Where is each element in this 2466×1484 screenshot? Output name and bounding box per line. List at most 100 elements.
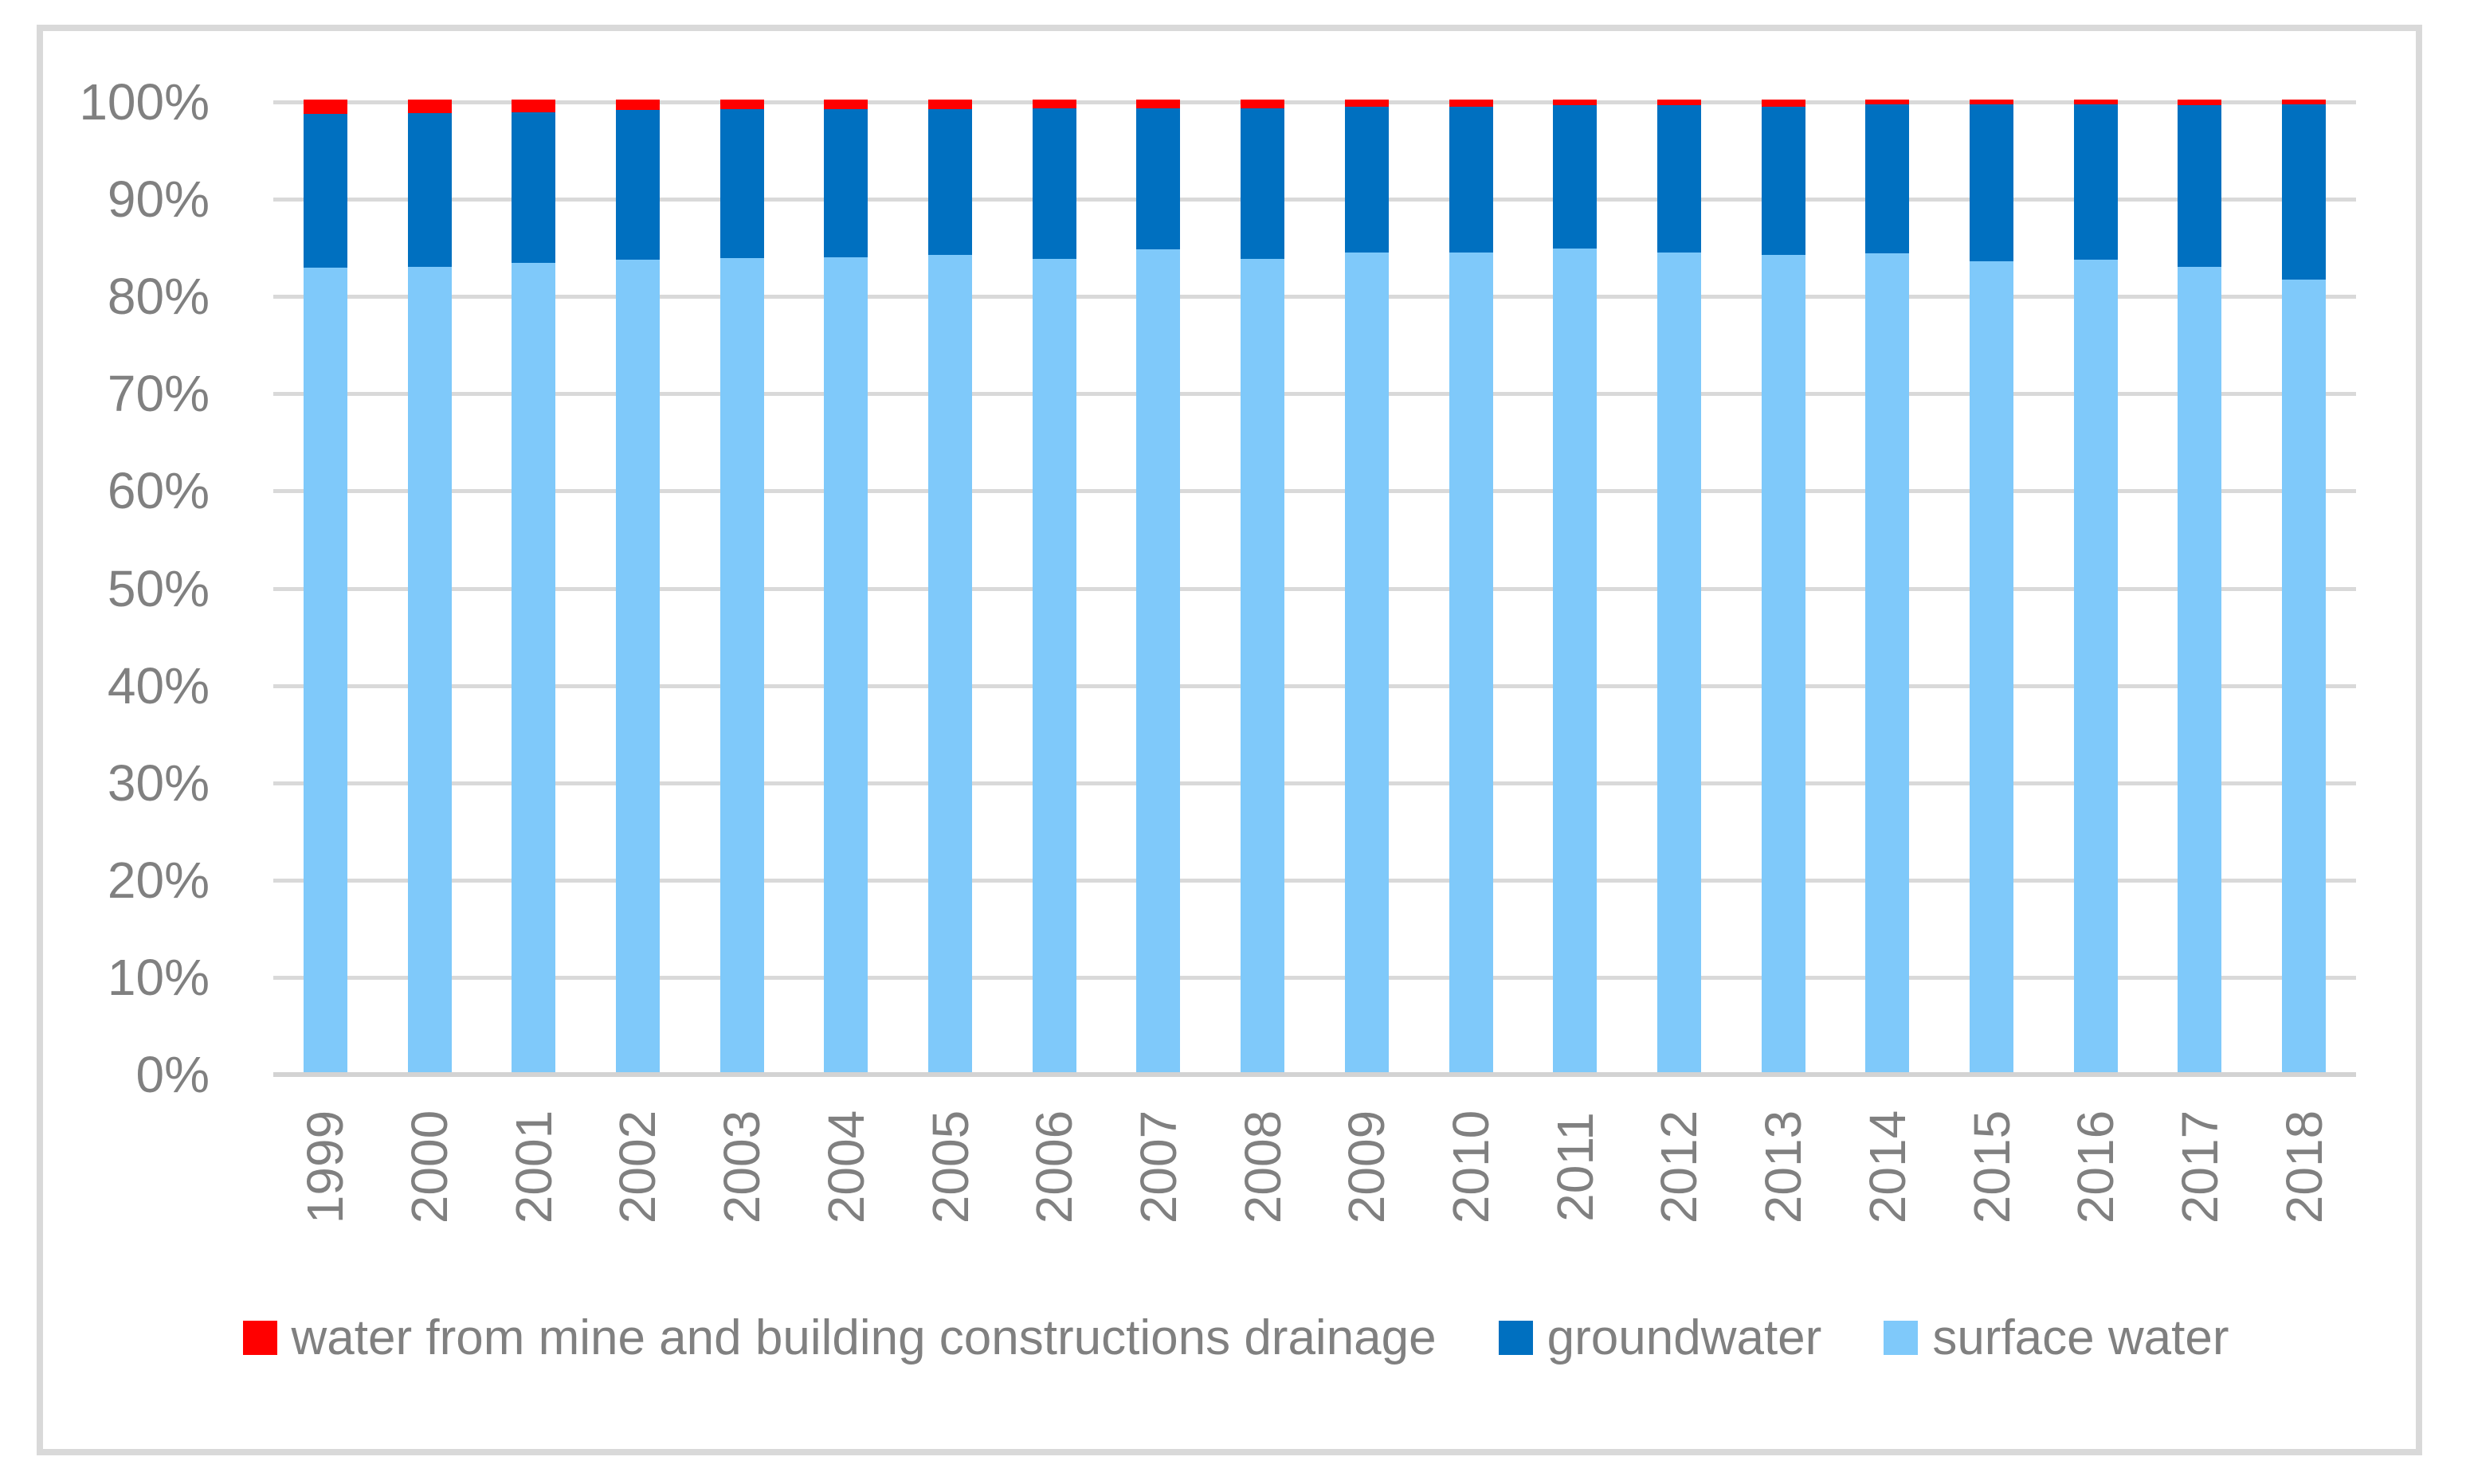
bar-2017	[2178, 100, 2222, 1072]
bar-segment-groundwater-2010	[1449, 106, 1493, 253]
bar-segment-water-from-2015	[1970, 100, 2014, 105]
bar-segment-groundwater-2018	[2282, 104, 2327, 280]
bar-segment-surface-water-2004	[824, 256, 868, 1072]
x-axis-label-text-1999: 1999	[296, 1110, 355, 1224]
bar-2000	[407, 100, 452, 1072]
y-axis-label-90pct: 90%	[107, 170, 210, 229]
x-axis-label-text-2008: 2008	[1233, 1110, 1292, 1224]
legend-item-groundwater: groundwater	[1498, 1310, 1822, 1366]
bar-2016	[2073, 100, 2118, 1072]
y-axis-label-40pct: 40%	[107, 656, 210, 715]
bar-2008	[1241, 100, 1285, 1072]
bar-segment-water-from-2001	[512, 100, 556, 112]
x-axis-label-text-2013: 2013	[1754, 1110, 1813, 1224]
bar-segment-surface-water-2013	[1761, 255, 1805, 1072]
bar-segment-water-from-2002	[615, 100, 660, 111]
bar-2002	[615, 100, 660, 1072]
gridline-40pct	[273, 683, 2356, 688]
bar-segment-groundwater-2016	[2073, 104, 2118, 260]
bar-segment-groundwater-2002	[615, 110, 660, 260]
bar-segment-water-from-2009	[1344, 100, 1389, 107]
gridline-90pct	[273, 198, 2356, 202]
x-axis-label-text-2017: 2017	[2170, 1110, 2229, 1224]
bar-segment-water-from-2007	[1136, 100, 1181, 108]
bar-segment-groundwater-2012	[1656, 105, 1701, 253]
bar-segment-water-from-2014	[1865, 100, 1910, 105]
gridline-70pct	[273, 392, 2356, 397]
bar-segment-groundwater-2008	[1241, 108, 1285, 260]
bar-2011	[1553, 100, 1598, 1072]
bar-2007	[1136, 100, 1181, 1072]
bar-2012	[1656, 100, 1701, 1072]
y-axis: 0% 10% 20% 30% 40% 50% 60% 70% 80% 90% 100%	[0, 0, 210, 1484]
bar-segment-groundwater-2009	[1344, 106, 1389, 253]
bar-segment-water-from-2018	[2282, 100, 2327, 105]
bar-segment-water-from-2004	[824, 100, 868, 110]
bar-segment-groundwater-2005	[928, 109, 973, 256]
bar-2010	[1449, 100, 1493, 1072]
bar-segment-surface-water-2010	[1449, 252, 1493, 1072]
y-axis-label-60pct: 60%	[107, 462, 210, 520]
plot-area	[273, 100, 2356, 1077]
bar-2006	[1032, 100, 1076, 1072]
x-axis-label-text-2014: 2014	[1858, 1110, 1916, 1224]
bar-segment-water-from-2013	[1761, 100, 1805, 107]
bar-segment-surface-water-2003	[719, 258, 764, 1072]
bar-segment-water-from-2017	[2178, 100, 2222, 106]
bar-2014	[1865, 100, 1910, 1072]
bar-segment-groundwater-1999	[303, 114, 347, 268]
x-axis-label-text-2018: 2018	[2275, 1110, 2333, 1224]
bar-segment-surface-water-1999	[303, 268, 347, 1072]
legend-swatch-icon-groundwater	[1498, 1320, 1533, 1355]
bar-segment-groundwater-2001	[512, 112, 556, 264]
bar-segment-groundwater-2000	[407, 113, 452, 268]
x-axis-label-text-2000: 2000	[401, 1110, 459, 1224]
bar-segment-groundwater-2015	[1970, 104, 2014, 261]
bar-segment-surface-water-2012	[1656, 252, 1701, 1072]
bar-segment-surface-water-2018	[2282, 279, 2327, 1072]
bar-2004	[824, 100, 868, 1072]
bar-segment-water-from-2016	[2073, 100, 2118, 105]
bar-segment-surface-water-2014	[1865, 253, 1910, 1072]
legend-label-groundwater: groundwater	[1547, 1310, 1822, 1365]
y-axis-label-20pct: 20%	[107, 851, 210, 909]
bar-2003	[719, 100, 764, 1072]
y-axis-label-70pct: 70%	[107, 365, 210, 423]
x-axis-label-text-2009: 2009	[1338, 1110, 1396, 1224]
bar-segment-groundwater-2014	[1865, 104, 1910, 253]
bar-segment-groundwater-2017	[2178, 105, 2222, 268]
bar-1999	[303, 100, 347, 1072]
x-axis-label-text-2001: 2001	[504, 1110, 563, 1224]
x-axis-label-text-2006: 2006	[1025, 1110, 1084, 1224]
bar-2015	[1970, 100, 2014, 1072]
bar-segment-groundwater-2013	[1761, 106, 1805, 256]
bar-segment-surface-water-2016	[2073, 260, 2118, 1072]
x-axis-label-text-2015: 2015	[1962, 1110, 2021, 1224]
bar-segment-groundwater-2011	[1553, 105, 1598, 249]
bar-segment-water-from-2005	[928, 100, 973, 110]
y-axis-label-30pct: 30%	[107, 754, 210, 812]
bar-segment-water-from-2006	[1032, 100, 1076, 108]
bar-segment-surface-water-2002	[615, 260, 660, 1072]
bar-segment-surface-water-2007	[1136, 249, 1181, 1072]
y-axis-label-80pct: 80%	[107, 268, 210, 326]
bar-segment-surface-water-2009	[1344, 252, 1389, 1072]
gridline-60pct	[273, 489, 2356, 494]
bar-segment-surface-water-2001	[512, 263, 556, 1072]
bar-segment-surface-water-2017	[2178, 267, 2222, 1072]
x-axis-label-text-2011: 2011	[1546, 1112, 1604, 1222]
x-axis-label-text-2010: 2010	[1442, 1110, 1500, 1224]
bar-2005	[928, 100, 973, 1072]
bar-2001	[512, 100, 556, 1072]
bar-2009	[1344, 100, 1389, 1072]
bar-segment-surface-water-2011	[1553, 248, 1598, 1072]
x-axis-label-text-2002: 2002	[609, 1110, 667, 1224]
bar-segment-water-from-2012	[1656, 100, 1701, 106]
bar-2018	[2282, 100, 2327, 1072]
bar-segment-groundwater-2006	[1032, 108, 1076, 260]
legend: water from mine and building constructio…	[49, 1303, 2422, 1372]
gridline-80pct	[273, 295, 2356, 300]
bar-segment-water-from-1999	[303, 100, 347, 115]
y-axis-label-10pct: 10%	[107, 948, 210, 1006]
